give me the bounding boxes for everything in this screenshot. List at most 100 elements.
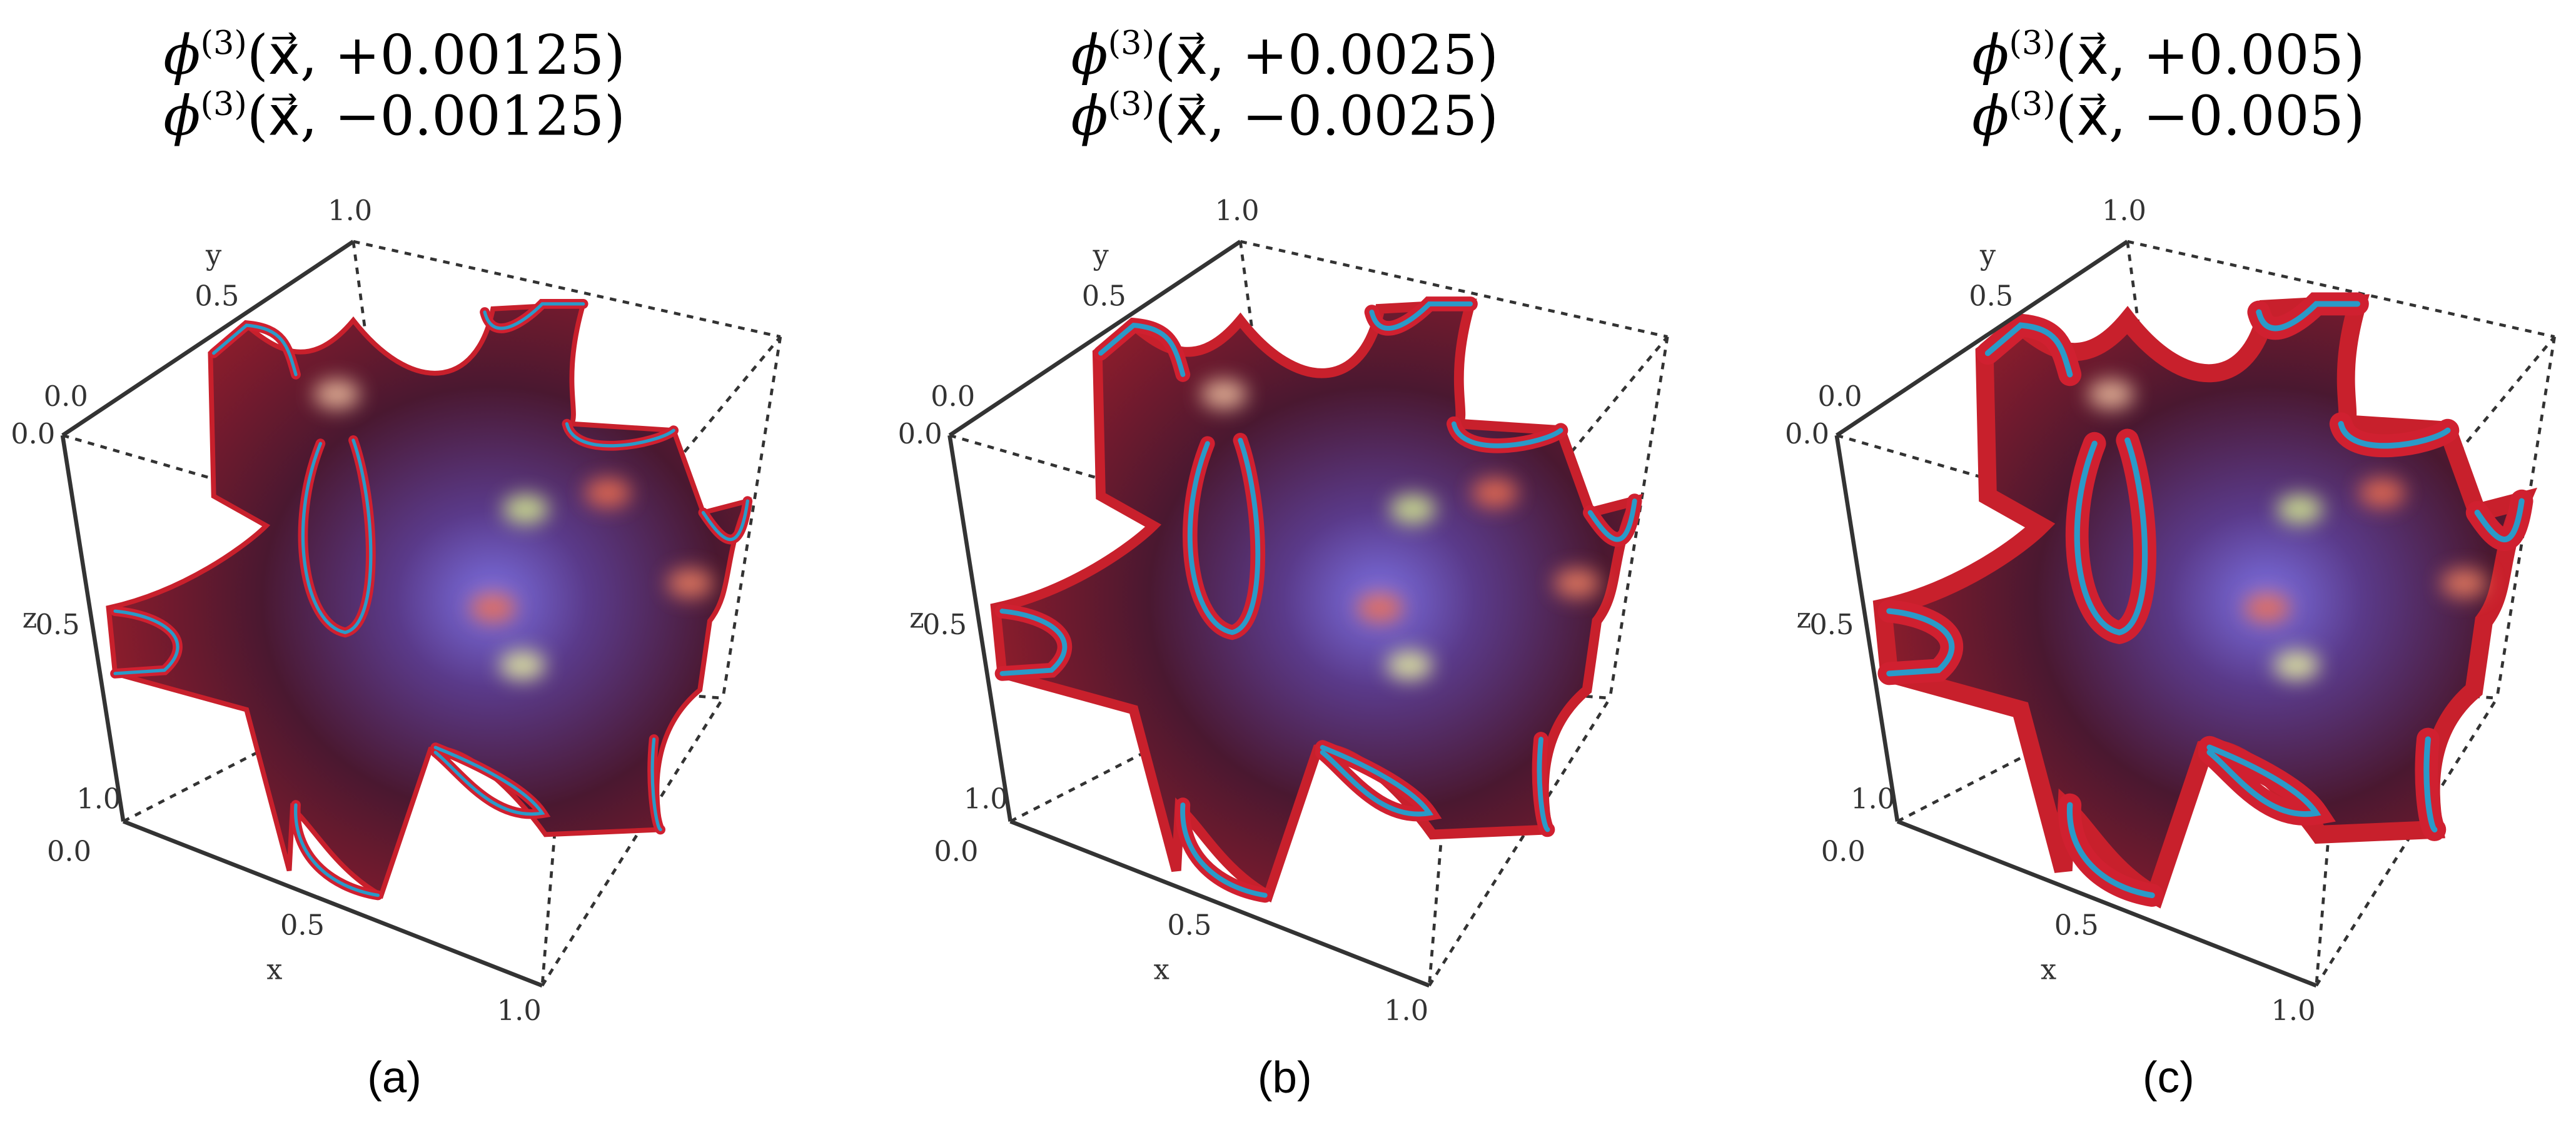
title-superscript: (3) (200, 85, 246, 123)
highlight (585, 478, 631, 508)
title-superscript: (3) (200, 24, 246, 63)
tick-label: 1.0 (1215, 195, 1260, 227)
cube-edge (541, 697, 724, 987)
cube-edge (1608, 336, 1669, 699)
tick-label: 0.0 (1821, 835, 1866, 867)
tick-label: 0.0 (931, 380, 975, 413)
tick-label: 0.5 (2054, 909, 2099, 942)
title-symbol: ϕ (1972, 24, 2009, 87)
highlight (470, 593, 516, 623)
tick-label: 1.0 (1851, 782, 1895, 815)
title-argument: (x⃗, −0.0025) (1154, 85, 1498, 148)
cut-core (701, 499, 749, 542)
cut-core (1984, 322, 2073, 378)
title-argument: (x⃗, +0.0025) (1154, 24, 1498, 87)
title-symbol: ϕ (1071, 85, 1108, 148)
cut-core (113, 609, 179, 675)
cut-core (2066, 802, 2155, 899)
tick-label: 0.0 (11, 418, 55, 450)
axis-label: z (23, 602, 38, 634)
cut-core (999, 609, 1068, 676)
cut-core (1320, 745, 1434, 817)
title-argument: (x⃗, +0.00125) (247, 24, 625, 87)
cut-core (301, 438, 373, 634)
title-symbol: ϕ (163, 24, 200, 87)
highlight (499, 650, 546, 680)
highlight (2088, 379, 2134, 410)
tick-label: 1.0 (2271, 994, 2316, 1027)
title-symbol: ϕ (1972, 85, 2009, 148)
axis-label: y (1979, 239, 1996, 271)
cube-edge (2315, 697, 2498, 987)
axis-label: y (205, 239, 222, 271)
panel: ϕ(3)(x⃗, +0.0025)ϕ(3)(x⃗, −0.0025) 0.0 0.5… (898, 24, 1669, 1103)
title-symbol: ϕ (163, 85, 200, 148)
panel-title: ϕ(3)(x⃗, +0.0025) (1071, 24, 1498, 88)
tick-label: 0.5 (922, 609, 967, 641)
axis-label: z (1797, 602, 1812, 634)
axis-label: x (266, 953, 282, 986)
highlight (2244, 593, 2290, 623)
axis-line (1834, 435, 1900, 822)
title-superscript: (3) (1108, 24, 1154, 63)
highlight (1472, 478, 1518, 508)
highlight (1390, 494, 1436, 524)
tick-label: 0.0 (1818, 380, 1862, 413)
panel: ϕ(3)(x⃗, +0.00125)ϕ(3)(x⃗, −0.00125) 0.0 0… (11, 24, 782, 1103)
cut-core (212, 323, 298, 377)
panel: ϕ(3)(x⃗, +0.005)ϕ(3)(x⃗, −0.005) 0.0 0.5 1.… (1785, 24, 2556, 1103)
cube-edge (1428, 697, 1612, 987)
cut-core (565, 422, 675, 448)
axis-line (61, 240, 355, 437)
tick-label: 1.0 (1384, 994, 1428, 1027)
axis-label: x (2041, 953, 2056, 986)
axis-line (948, 240, 1242, 437)
cut-core (2256, 301, 2361, 331)
highlight (2273, 650, 2320, 680)
highlight (313, 379, 360, 410)
tick-label: 1.0 (76, 782, 121, 815)
tick-label: 1.0 (964, 782, 1008, 815)
axis-line (1896, 819, 2317, 988)
cube-edge (721, 336, 782, 699)
cut-core (294, 803, 380, 897)
panel-title: ϕ(3)(x⃗, +0.005) (1972, 24, 2365, 88)
highlight (1386, 650, 1433, 680)
cut-core (1537, 737, 1550, 832)
highlight (667, 568, 714, 599)
panel-title: ϕ(3)(x⃗, −0.00125) (163, 85, 625, 148)
panel-title: ϕ(3)(x⃗, +0.00125) (163, 24, 625, 88)
cut-core (1886, 608, 1955, 677)
tick-label: 0.5 (1969, 280, 2013, 313)
axis-label: x (1154, 953, 1169, 986)
caption: (c) (2143, 1053, 2195, 1103)
title-superscript: (3) (2009, 24, 2055, 63)
cut-core (2338, 421, 2451, 449)
tick-label: 0.5 (194, 280, 239, 313)
axis-line (1009, 819, 1430, 988)
cut-core (2206, 744, 2321, 817)
highlight (1356, 593, 1403, 623)
cut-core (1187, 438, 1261, 635)
tick-label: 0.5 (1167, 909, 1211, 942)
cut-core (1369, 301, 1473, 331)
tick-label: 0.0 (898, 418, 942, 450)
tick-label: 0.0 (44, 380, 88, 413)
tick-label: 0.5 (1809, 609, 1854, 641)
cut-core (650, 737, 662, 832)
panel-title: ϕ(3)(x⃗, −0.005) (1972, 85, 2365, 148)
cut-core (2423, 736, 2438, 833)
caption: (a) (367, 1053, 422, 1103)
panel-title: ϕ(3)(x⃗, −0.0025) (1071, 85, 1498, 148)
cut-core (1451, 421, 1563, 448)
axis-line (947, 435, 1013, 822)
cut-core (2474, 498, 2525, 543)
tick-label: 1.0 (497, 994, 542, 1027)
highlight (2276, 494, 2323, 524)
tick-label: 0.5 (280, 909, 325, 942)
title-symbol: ϕ (1071, 24, 1108, 87)
axis-label: z (909, 602, 924, 634)
cut-core (1098, 323, 1186, 377)
cut-core (433, 745, 545, 816)
